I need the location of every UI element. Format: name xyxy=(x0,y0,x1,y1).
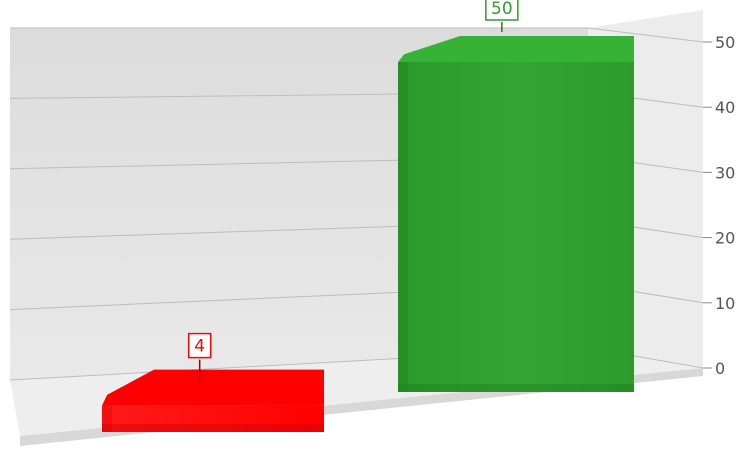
data-label-box xyxy=(485,0,519,21)
data-label-box xyxy=(187,332,212,359)
y-tick-label: 20 xyxy=(715,229,735,248)
y-axis: 0 10 20 30 40 50 xyxy=(703,33,735,378)
bar[interactable] xyxy=(102,369,324,432)
y-tick-label: 50 xyxy=(715,33,735,52)
y-tick-label: 10 xyxy=(715,294,735,313)
bar[interactable] xyxy=(398,36,634,392)
y-tick-label: 0 xyxy=(715,359,725,378)
y-tick-label: 30 xyxy=(715,163,735,182)
gridline xyxy=(10,27,704,43)
bars xyxy=(102,36,634,432)
data-label: 4 xyxy=(194,337,205,357)
data-label: 50 xyxy=(491,0,513,19)
data-labels: 4 50 xyxy=(187,0,519,382)
y-tick-label: 40 xyxy=(715,98,735,117)
